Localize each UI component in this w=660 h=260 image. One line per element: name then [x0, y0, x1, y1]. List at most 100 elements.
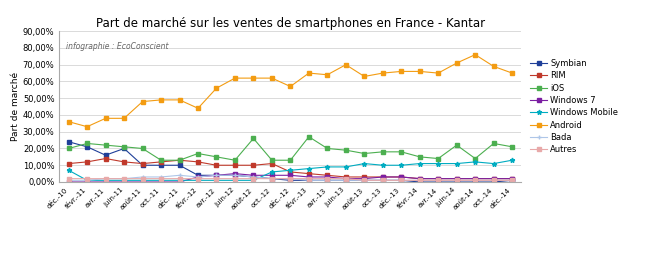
- Windows Mobile: [508, 159, 516, 162]
- Android: [157, 98, 165, 101]
- RIM: [508, 177, 516, 180]
- RIM: [286, 170, 294, 173]
- Bada: [249, 176, 257, 179]
- Autres: [342, 177, 350, 180]
- Android: [176, 98, 183, 101]
- iOS: [471, 157, 479, 160]
- iOS: [83, 142, 91, 145]
- RIM: [305, 172, 313, 175]
- iOS: [249, 137, 257, 140]
- Windows Mobile: [490, 162, 498, 165]
- Text: infographie : EcoConscient: infographie : EcoConscient: [66, 42, 169, 51]
- RIM: [453, 177, 461, 180]
- RIM: [83, 160, 91, 164]
- Windows 7: [416, 177, 424, 180]
- Windows Mobile: [416, 162, 424, 165]
- iOS: [120, 145, 128, 148]
- Line: Android: Android: [67, 53, 514, 128]
- Symbian: [342, 179, 350, 182]
- RIM: [120, 160, 128, 164]
- Android: [120, 117, 128, 120]
- Windows Mobile: [65, 169, 73, 172]
- Android: [434, 72, 442, 75]
- Bada: [139, 176, 147, 179]
- Windows 7: [305, 176, 313, 179]
- Android: [65, 120, 73, 123]
- Autres: [65, 177, 73, 180]
- Bada: [176, 174, 183, 177]
- Bada: [231, 174, 239, 177]
- Symbian: [434, 180, 442, 184]
- Autres: [360, 179, 368, 182]
- Windows Mobile: [102, 179, 110, 182]
- Autres: [268, 177, 276, 180]
- Windows 7: [83, 180, 91, 184]
- Symbian: [286, 179, 294, 182]
- Windows Mobile: [194, 179, 202, 182]
- Autres: [102, 177, 110, 180]
- Android: [83, 125, 91, 128]
- RIM: [231, 164, 239, 167]
- Windows 7: [157, 180, 165, 184]
- Android: [231, 76, 239, 80]
- Symbian: [157, 164, 165, 167]
- iOS: [508, 145, 516, 148]
- Bada: [490, 179, 498, 182]
- iOS: [490, 142, 498, 145]
- Line: RIM: RIM: [67, 157, 514, 180]
- Autres: [139, 177, 147, 180]
- iOS: [286, 159, 294, 162]
- Android: [249, 76, 257, 80]
- Autres: [176, 177, 183, 180]
- Legend: Symbian, RIM, iOS, Windows 7, Windows Mobile, Android, Bada, Autres: Symbian, RIM, iOS, Windows 7, Windows Mo…: [530, 59, 618, 154]
- Windows Mobile: [120, 179, 128, 182]
- iOS: [65, 147, 73, 150]
- iOS: [379, 150, 387, 153]
- iOS: [139, 147, 147, 150]
- Windows Mobile: [139, 179, 147, 182]
- Windows Mobile: [305, 167, 313, 170]
- iOS: [416, 155, 424, 158]
- Windows Mobile: [342, 165, 350, 168]
- Windows 7: [471, 177, 479, 180]
- Windows Mobile: [397, 164, 405, 167]
- Autres: [490, 179, 498, 182]
- Windows 7: [453, 177, 461, 180]
- Autres: [508, 179, 516, 182]
- RIM: [65, 162, 73, 165]
- Autres: [157, 177, 165, 180]
- Windows 7: [268, 174, 276, 177]
- Android: [305, 72, 313, 75]
- Windows 7: [231, 172, 239, 175]
- Windows 7: [213, 174, 220, 177]
- Autres: [416, 179, 424, 182]
- Autres: [83, 177, 91, 180]
- Bada: [286, 177, 294, 180]
- Autres: [120, 177, 128, 180]
- Windows Mobile: [176, 179, 183, 182]
- Symbian: [360, 179, 368, 182]
- Windows 7: [286, 174, 294, 177]
- Bada: [323, 179, 331, 182]
- Windows Mobile: [453, 162, 461, 165]
- Windows 7: [379, 176, 387, 179]
- Android: [102, 117, 110, 120]
- Windows 7: [139, 180, 147, 184]
- Bada: [434, 179, 442, 182]
- Autres: [323, 177, 331, 180]
- iOS: [434, 157, 442, 160]
- Symbian: [397, 179, 405, 182]
- Windows 7: [397, 176, 405, 179]
- iOS: [268, 159, 276, 162]
- iOS: [342, 149, 350, 152]
- Windows 7: [360, 177, 368, 180]
- Symbian: [453, 180, 461, 184]
- Line: Autres: Autres: [67, 177, 514, 182]
- Bada: [342, 179, 350, 182]
- Line: iOS: iOS: [67, 135, 514, 162]
- Windows 7: [176, 180, 183, 184]
- Autres: [194, 177, 202, 180]
- Windows Mobile: [471, 160, 479, 164]
- Bada: [65, 179, 73, 182]
- Autres: [286, 177, 294, 180]
